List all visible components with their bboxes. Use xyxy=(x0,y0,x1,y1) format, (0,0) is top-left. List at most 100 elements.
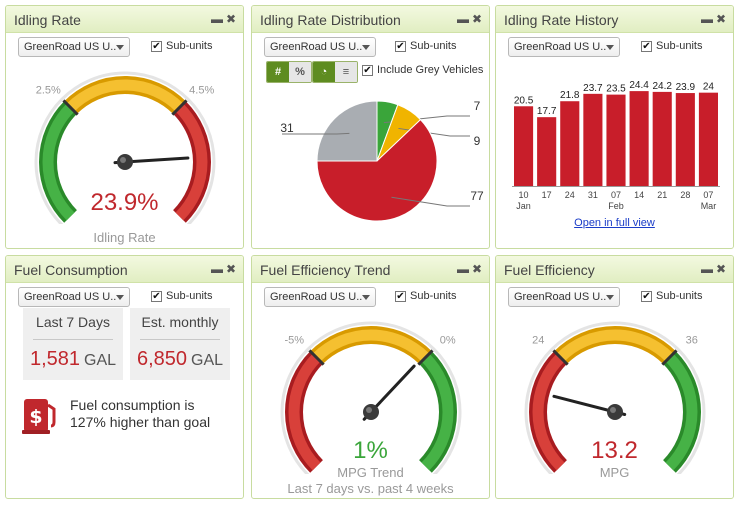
gauge-low-threshold-label: 2.5% xyxy=(36,84,61,96)
subunits-label: Sub-units xyxy=(410,40,457,52)
subunits-label: Sub-units xyxy=(410,290,457,302)
divider xyxy=(140,339,220,340)
bar xyxy=(583,93,603,186)
minimize-icon[interactable]: ▬ xyxy=(211,262,223,276)
percent-toggle-button[interactable]: % xyxy=(289,62,311,82)
bar-chart-icon[interactable]: ≡ xyxy=(335,62,357,82)
threshold-marker xyxy=(62,99,79,116)
fuel-efficiency-panel: Fuel Efficiency ▬ ✖ GreenRoad US U.. ✔ Su… xyxy=(495,255,734,499)
minimize-icon[interactable]: ▬ xyxy=(211,12,223,26)
count-toggle-button[interactable]: # xyxy=(267,62,289,82)
stat-unit: GAL xyxy=(191,352,224,369)
close-icon[interactable]: ✖ xyxy=(225,262,236,276)
subunits-checkbox[interactable]: ✔ Sub-units xyxy=(395,290,456,302)
panel-header: Idling Rate ▬ ✖ xyxy=(6,6,243,33)
gauge-segment-highlight xyxy=(312,329,430,362)
panel-title: Idling Rate Distribution xyxy=(260,12,401,28)
include-grey-checkbox[interactable]: ✔ Include Grey Vehicles xyxy=(362,64,483,76)
close-icon[interactable]: ✖ xyxy=(471,262,482,276)
group-select[interactable]: GreenRoad US U.. xyxy=(18,287,130,307)
group-select-value: GreenRoad US U.. xyxy=(270,41,363,53)
close-icon[interactable]: ✖ xyxy=(715,262,726,276)
pie-slice xyxy=(316,118,438,222)
fuel-efficiency-trend-panel: Fuel Efficiency Trend ▬ ✖ GreenRoad US U… xyxy=(251,255,490,499)
x-tick-label: 21 xyxy=(657,190,667,200)
open-full-view-link[interactable]: Open in full view xyxy=(574,217,655,229)
group-select[interactable]: GreenRoad US U.. xyxy=(508,287,620,307)
panel-header: Idling Rate Distribution ▬ ✖ xyxy=(252,6,489,33)
count-percent-toggle: # % xyxy=(266,61,312,83)
group-select-value: GreenRoad US U.. xyxy=(24,41,117,53)
x-tick-label: 28 xyxy=(680,190,690,200)
x-tick-label: 14 xyxy=(634,190,644,200)
idling-distribution-pie-chart: 7 9 77 31 xyxy=(280,99,484,222)
stat-value: 1,581 GAL xyxy=(23,348,123,371)
subunits-label: Sub-units xyxy=(656,290,703,302)
checkbox-icon: ✔ xyxy=(641,290,652,302)
checkbox-icon: ✔ xyxy=(151,290,162,302)
close-icon[interactable]: ✖ xyxy=(225,12,236,26)
bar-value-label: 24.4 xyxy=(629,80,649,91)
fuel-consumption-message: Fuel consumption is 127% higher than goa… xyxy=(70,397,211,430)
bar-value-label: 23.9 xyxy=(676,82,696,93)
close-icon[interactable]: ✖ xyxy=(471,12,482,26)
bar xyxy=(675,93,695,186)
stat-label: Last 7 Days xyxy=(36,314,110,330)
gauge-segment-highlight xyxy=(556,329,674,362)
pie-chart-icon[interactable]: ◔ xyxy=(313,62,335,82)
x-tick-sublabel: Mar xyxy=(701,201,717,211)
group-select[interactable]: GreenRoad US U.. xyxy=(508,37,620,57)
est-monthly-stat: Est. monthly 6,850 GAL xyxy=(130,308,230,380)
minimize-icon[interactable]: ▬ xyxy=(701,12,713,26)
minimize-icon[interactable]: ▬ xyxy=(457,12,469,26)
pie-leader-line xyxy=(282,132,350,135)
x-tick-label: 17 xyxy=(542,190,552,200)
subunits-checkbox[interactable]: ✔ Sub-units xyxy=(151,290,212,302)
bar-value-label: 20.5 xyxy=(514,95,534,106)
bar-value-label: 23.5 xyxy=(606,84,626,95)
gauge-caption: Idling Rate xyxy=(93,230,156,245)
minimize-icon[interactable]: ▬ xyxy=(457,262,469,276)
bar xyxy=(560,101,580,186)
gauge-segment-highlight xyxy=(66,79,184,112)
include-grey-label: Include Grey Vehicles xyxy=(377,64,484,76)
minimize-icon[interactable]: ▬ xyxy=(701,262,713,276)
bar xyxy=(629,91,649,186)
gauge-high-threshold-label: 36 xyxy=(686,334,698,346)
bar xyxy=(652,91,672,186)
panel-header: Fuel Consumption ▬ ✖ xyxy=(6,256,243,283)
divider xyxy=(33,339,113,340)
subunits-checkbox[interactable]: ✔ Sub-units xyxy=(151,40,212,52)
gauge-hub-highlight xyxy=(120,157,126,163)
subunits-checkbox[interactable]: ✔ Sub-units xyxy=(395,40,456,52)
group-select-value: GreenRoad US U.. xyxy=(24,291,117,303)
gauge-hub-highlight xyxy=(610,407,616,413)
group-select-value: GreenRoad US U.. xyxy=(514,291,607,303)
gauge-low-threshold-label: -5% xyxy=(285,334,305,346)
fuel-pump-dollar-icon: $ xyxy=(22,399,56,434)
idling-history-panel: Idling Rate History ▬ ✖ GreenRoad US U..… xyxy=(495,5,734,249)
x-tick-label: 10 xyxy=(519,190,529,200)
threshold-marker xyxy=(661,349,678,366)
group-select-value: GreenRoad US U.. xyxy=(270,291,363,303)
pie-slice xyxy=(316,100,378,162)
pie-slice-label: 7 xyxy=(474,99,481,113)
group-select[interactable]: GreenRoad US U.. xyxy=(264,287,376,307)
bar-value-label: 24.2 xyxy=(652,81,672,92)
subunits-checkbox[interactable]: ✔ Sub-units xyxy=(641,40,702,52)
bar xyxy=(514,106,534,186)
x-tick-sublabel: Feb xyxy=(608,201,624,211)
gauge-segment-highlight xyxy=(421,353,454,471)
bar-value-label: 21.8 xyxy=(560,90,580,101)
subunits-checkbox[interactable]: ✔ Sub-units xyxy=(641,290,702,302)
x-tick-label: 07 xyxy=(611,190,621,200)
close-icon[interactable]: ✖ xyxy=(715,12,726,26)
group-select[interactable]: GreenRoad US U.. xyxy=(18,37,130,57)
last-7-days-stat: Last 7 Days 1,581 GAL xyxy=(23,308,123,380)
gauge-segment-highlight xyxy=(288,353,321,471)
chevron-down-icon xyxy=(116,295,124,300)
subunits-label: Sub-units xyxy=(166,40,213,52)
panel-title: Fuel Consumption xyxy=(14,262,128,278)
gauge-value: 23.9% xyxy=(90,189,159,216)
group-select[interactable]: GreenRoad US U.. xyxy=(264,37,376,57)
